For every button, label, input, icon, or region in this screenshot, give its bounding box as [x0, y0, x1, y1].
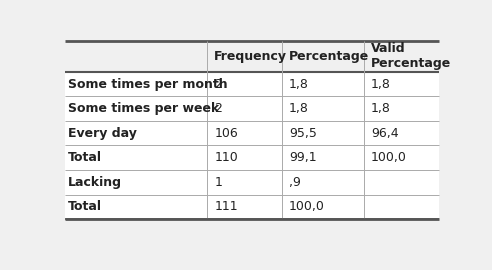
Text: Frequency: Frequency	[214, 50, 287, 63]
Text: Valid
Percentage: Valid Percentage	[371, 42, 451, 70]
Text: Every day: Every day	[68, 127, 137, 140]
Text: Some times per week: Some times per week	[68, 102, 219, 115]
Text: 1,8: 1,8	[289, 78, 309, 91]
Text: 1: 1	[214, 176, 222, 189]
Bar	[65, 195, 439, 219]
Text: 95,5: 95,5	[289, 127, 317, 140]
Bar	[65, 146, 439, 170]
Bar	[65, 121, 439, 146]
Bar	[65, 170, 439, 195]
Text: Some times per month: Some times per month	[68, 78, 228, 91]
Text: 2: 2	[214, 78, 222, 91]
Text: 1,8: 1,8	[289, 102, 309, 115]
Text: 106: 106	[214, 127, 238, 140]
Text: Percentage: Percentage	[289, 50, 369, 63]
Text: 100,0: 100,0	[371, 151, 407, 164]
Text: 111: 111	[214, 200, 238, 213]
Bar	[65, 96, 439, 121]
Text: 99,1: 99,1	[289, 151, 316, 164]
Text: 1,8: 1,8	[371, 78, 391, 91]
Text: Total: Total	[68, 200, 102, 213]
Text: 1,8: 1,8	[371, 102, 391, 115]
Text: Total: Total	[68, 151, 102, 164]
Text: 96,4: 96,4	[371, 127, 399, 140]
Text: 100,0: 100,0	[289, 200, 325, 213]
Text: ,9: ,9	[289, 176, 301, 189]
Bar	[65, 72, 439, 96]
Text: 110: 110	[214, 151, 238, 164]
Text: 2: 2	[214, 102, 222, 115]
Text: Lacking: Lacking	[68, 176, 123, 189]
